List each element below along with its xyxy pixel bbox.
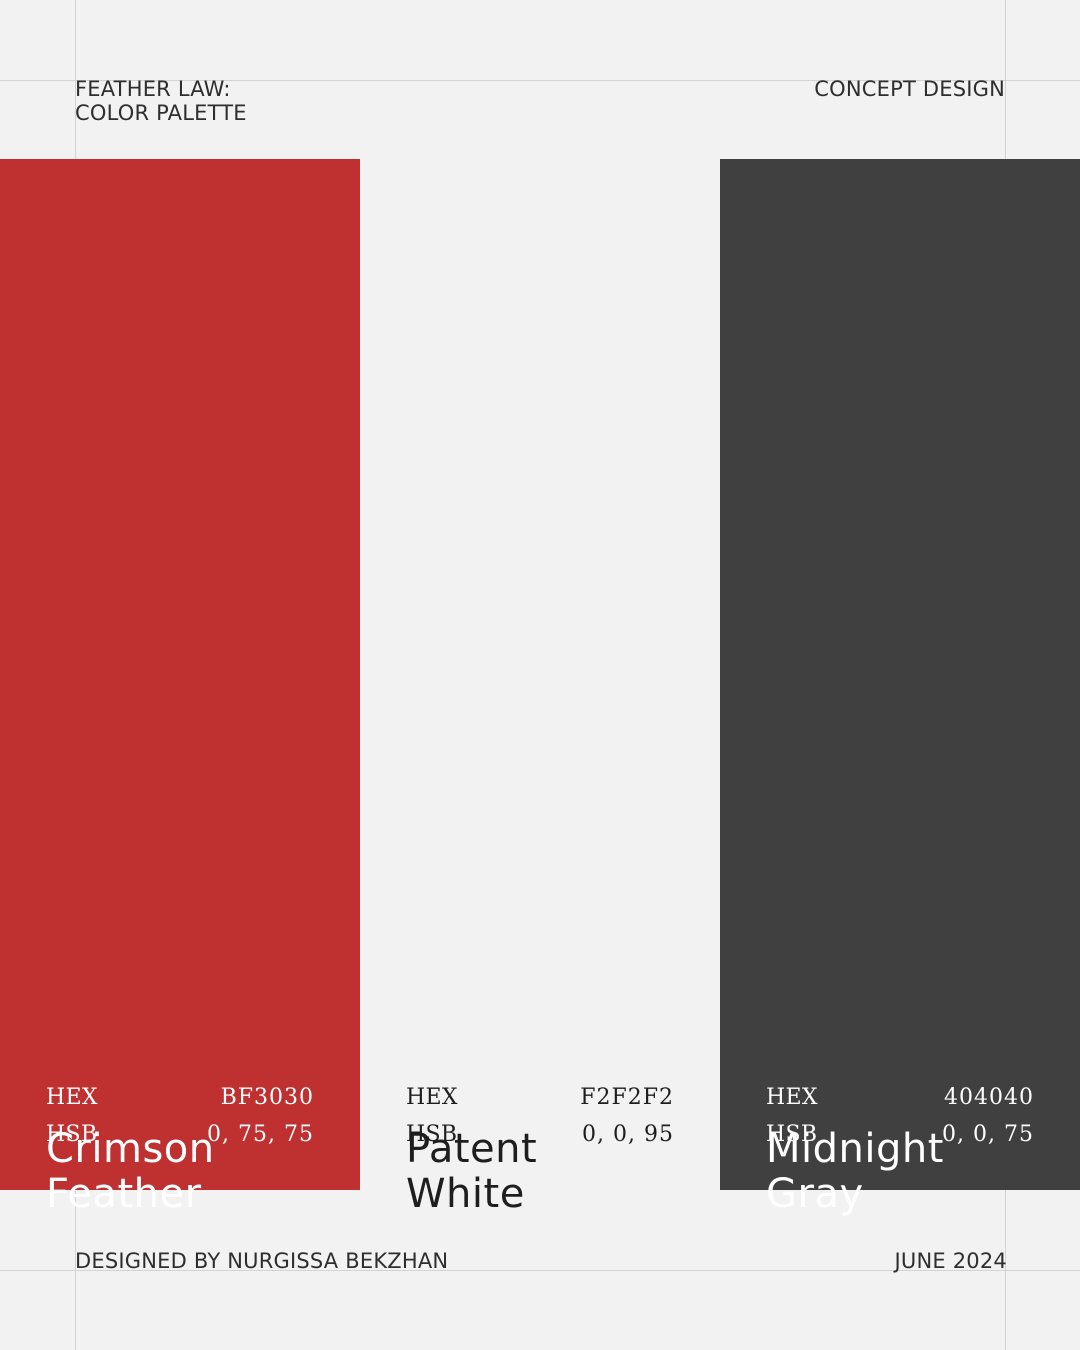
guide-line-bottom: [0, 1270, 1080, 1271]
hex-value: BF3030: [220, 1085, 314, 1110]
swatch-crimson-feather: Crimson Feather HEX BF3030 HSB 0, 75, 75: [0, 159, 360, 1217]
hex-row: HEX 404040: [766, 1085, 1034, 1111]
swatch-patent-white: Patent White HEX F2F2F2 HSB 0, 0, 95: [360, 159, 720, 1217]
concept-tag: CONCEPT DESIGN: [814, 77, 1005, 101]
hsb-row: HSB 0, 0, 75: [766, 1122, 1034, 1148]
designer-credit: DESIGNED BY NURGISSA BEKZHAN: [75, 1249, 449, 1273]
hsb-value: 0, 0, 75: [942, 1122, 1034, 1147]
hex-label: HEX: [406, 1085, 458, 1110]
hsb-label: HSB: [46, 1122, 98, 1147]
swatch-name: Patent White: [406, 1127, 537, 1217]
hsb-label: HSB: [766, 1122, 818, 1147]
hsb-row: HSB 0, 0, 95: [406, 1122, 674, 1148]
hsb-value: 0, 0, 95: [582, 1122, 674, 1147]
hex-value: 404040: [944, 1085, 1034, 1110]
page-title-line-1: FEATHER LAW:: [75, 77, 231, 101]
guide-line-top: [0, 80, 1080, 81]
hex-label: HEX: [46, 1085, 98, 1110]
hex-label: HEX: [766, 1085, 818, 1110]
hsb-label: HSB: [406, 1122, 458, 1147]
swatch-name-line-1: Patent: [406, 1126, 538, 1172]
swatch-name-line-2: White: [406, 1171, 525, 1217]
page-title-line-2: COLOR PALETTE: [75, 101, 247, 125]
hsb-value: 0, 75, 75: [207, 1122, 314, 1147]
swatch-name-line-2: Gray: [766, 1171, 864, 1217]
swatch-name-line-1: Crimson: [46, 1126, 215, 1172]
swatch-midnight-gray: Midnight Gray HEX 404040 HSB 0, 0, 75: [720, 159, 1080, 1217]
page-title: FEATHER LAW: COLOR PALETTE: [75, 77, 247, 125]
swatch-name-line-2: Feather: [46, 1171, 202, 1217]
swatch-name-line-1: Midnight: [766, 1126, 944, 1172]
swatch-name: Crimson Feather: [46, 1127, 215, 1217]
swatch-name: Midnight Gray: [766, 1127, 944, 1217]
hex-value: F2F2F2: [580, 1085, 674, 1110]
date-label: JUNE 2024: [894, 1249, 1007, 1273]
hex-row: HEX BF3030: [46, 1085, 314, 1111]
hsb-row: HSB 0, 75, 75: [46, 1122, 314, 1148]
hex-row: HEX F2F2F2: [406, 1085, 674, 1111]
